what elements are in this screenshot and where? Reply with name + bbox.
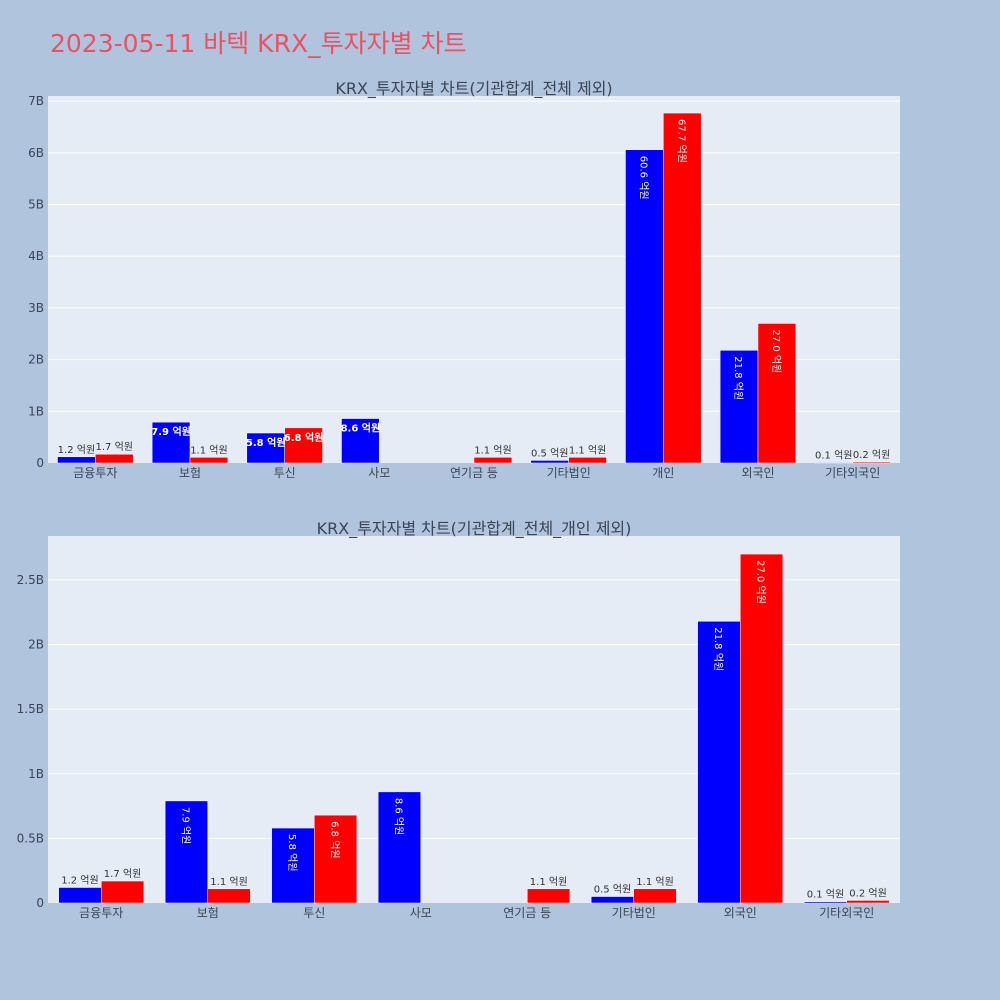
y-tick-label: 3B: [28, 301, 44, 315]
bar: [95, 453, 134, 464]
bar: [663, 112, 702, 464]
bar: [527, 888, 571, 904]
data-label: 7.9 억원: [179, 807, 191, 844]
data-label: 0.1 억원: [807, 889, 844, 901]
bar: [803, 901, 848, 904]
bar: [314, 814, 358, 904]
x-tick-label: 기타법인: [612, 906, 656, 920]
data-label: 1.1 억원: [210, 876, 247, 888]
bar: [625, 149, 664, 464]
x-tick-label: 금융투자: [73, 466, 117, 480]
x-tick-label: 외국인: [741, 466, 774, 480]
y-tick-label: 6B: [28, 146, 44, 160]
data-label: 0.5 억원: [531, 447, 568, 459]
y-tick-label: 1.5B: [17, 702, 44, 716]
x-tick-label: 연기금 등: [450, 466, 498, 480]
y-tick-label: 7B: [28, 94, 44, 108]
data-label: 1.1 억원: [636, 876, 673, 888]
data-label: 1.1 억원: [474, 444, 511, 456]
x-tick-label: 보험: [197, 906, 219, 920]
bar: [530, 460, 569, 464]
x-tick-label: 투신: [303, 906, 325, 920]
data-label: 0.1 억원: [815, 449, 852, 461]
x-tick-label: 연기금 등: [503, 906, 551, 920]
data-label: 27.0 억원: [770, 329, 782, 373]
x-tick-label: 기타외국인: [825, 466, 880, 480]
y-tick-label: 2B: [28, 638, 44, 652]
bar: [633, 888, 677, 904]
bar: [846, 900, 890, 904]
data-label: 60.6 억원: [637, 156, 649, 200]
data-label: 1.2 억원: [58, 444, 95, 456]
bar: [151, 421, 191, 464]
x-tick-label: 사모: [410, 906, 432, 920]
chart-title: KRX_투자자별 차트(기관합계_전체_개인 제외): [317, 519, 632, 539]
y-tick-label: 0: [36, 456, 44, 470]
data-label: 1.7 억원: [96, 441, 133, 453]
data-label: 21.8 억원: [732, 356, 744, 400]
bar: [58, 887, 102, 904]
chart-title: KRX_투자자별 차트(기관합계_전체 제외): [335, 79, 612, 99]
bar: [377, 791, 421, 904]
y-tick-label: 5B: [28, 198, 44, 212]
x-tick-label: 금융투자: [79, 906, 123, 920]
y-tick-label: 0.5B: [17, 831, 44, 845]
data-label: 5.8 억원: [246, 436, 286, 449]
bar: [757, 323, 797, 464]
y-tick-label: 4B: [28, 249, 44, 263]
y-tick-label: 2B: [28, 353, 44, 367]
data-label: 0.5 억원: [594, 884, 631, 896]
data-label: 1.1 억원: [190, 444, 227, 456]
data-label: 27.0 억원: [755, 560, 767, 604]
bar: [719, 350, 759, 464]
x-tick-label: 사모: [368, 466, 390, 480]
bar: [164, 800, 208, 904]
bar: [246, 432, 285, 464]
x-tick-label: 보험: [179, 466, 201, 480]
y-tick-label: 0: [36, 896, 44, 910]
data-label: 5.8 억원: [286, 834, 298, 871]
bar: [271, 827, 315, 904]
data-label: 0.2 억원: [849, 887, 886, 899]
bar: [590, 896, 635, 904]
data-label: 6.8 억원: [284, 431, 324, 444]
x-tick-label: 개인: [652, 466, 674, 480]
bar: [814, 462, 853, 464]
bar: [207, 888, 251, 904]
page-title: 2023-05-11 바텍 KRX_투자자별 차트: [50, 29, 467, 58]
bar: [341, 418, 380, 464]
data-label: 7.9 억원: [151, 425, 191, 438]
data-label: 21.8 억원: [712, 627, 724, 671]
y-tick-label: 1B: [28, 767, 44, 781]
data-label: 0.2 억원: [853, 449, 890, 461]
bar: [697, 621, 741, 904]
y-tick-label: 2.5B: [17, 573, 44, 587]
bar: [852, 461, 891, 464]
bar: [473, 457, 513, 464]
data-label: 1.7 억원: [104, 868, 141, 880]
bar: [189, 457, 229, 464]
data-label: 1.1 억원: [569, 444, 606, 456]
bar: [101, 880, 145, 904]
data-label: 8.6 억원: [392, 798, 404, 835]
data-label: 6.8 억원: [329, 821, 341, 858]
data-label: 1.2 억원: [61, 874, 98, 886]
x-tick-label: 기타외국인: [819, 906, 874, 920]
x-tick-label: 기타법인: [547, 466, 591, 480]
y-tick-label: 1B: [28, 404, 44, 418]
data-label: 67.7 억원: [675, 119, 687, 163]
x-tick-label: 외국인: [724, 906, 757, 920]
bar: [57, 456, 96, 464]
bar: [740, 553, 784, 904]
bar: [568, 457, 607, 464]
data-label: 1.1 억원: [530, 876, 567, 888]
data-label: 8.6 억원: [341, 422, 381, 435]
x-tick-label: 투신: [274, 466, 296, 480]
bar: [284, 427, 323, 464]
